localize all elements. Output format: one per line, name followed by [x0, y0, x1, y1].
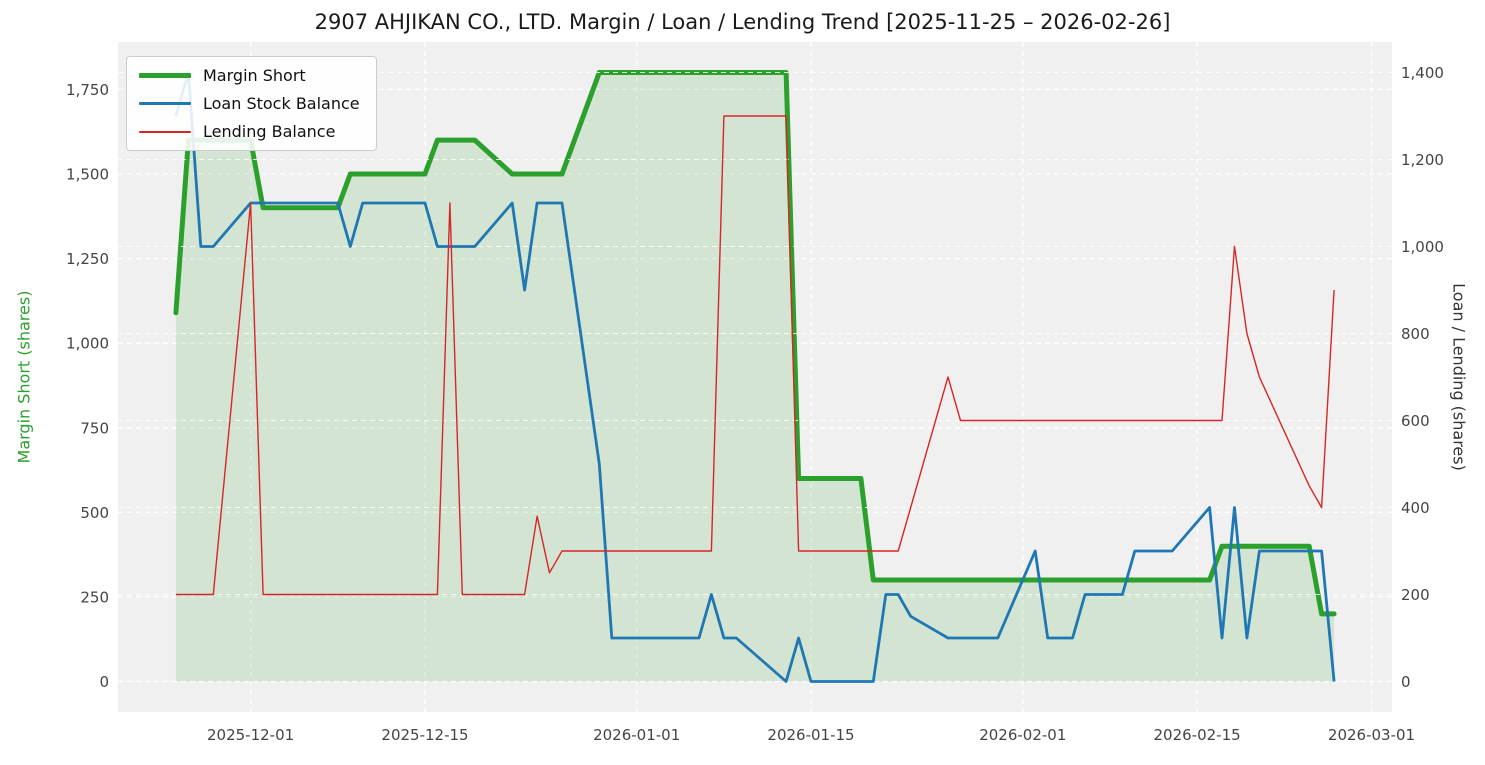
- plot-background: [118, 42, 1392, 712]
- svg-text:1,000: 1,000: [66, 335, 109, 353]
- svg-text:750: 750: [80, 419, 109, 437]
- svg-text:2026-01-01: 2026-01-01: [593, 726, 680, 744]
- margin-short-line-sample: [139, 73, 191, 78]
- margin-short-fill: [175, 72, 1335, 682]
- svg-text:1,750: 1,750: [66, 81, 109, 99]
- legend-item-lending-balance: Lending Balance: [139, 122, 360, 141]
- legend-item-loan-stock-balance: Loan Stock Balance: [139, 94, 360, 113]
- svg-text:2026-02-01: 2026-02-01: [979, 726, 1066, 744]
- svg-text:0: 0: [99, 673, 109, 691]
- svg-text:0: 0: [1401, 673, 1411, 691]
- x-tick-labels: 2025-12-01 2025-12-15 2026-01-01 2026-01-15…: [207, 726, 1415, 744]
- loan-stock-line-sample: [139, 102, 191, 105]
- svg-text:1,000: 1,000: [1401, 238, 1444, 256]
- svg-text:500: 500: [80, 504, 109, 522]
- chart-title: 2907 AHJIKAN CO., LTD. Margin / Loan / L…: [314, 10, 1171, 34]
- legend-label-margin-short: Margin Short: [203, 66, 306, 85]
- legend-label-loan-stock-balance: Loan Stock Balance: [203, 94, 360, 113]
- legend-item-margin-short: Margin Short: [139, 66, 360, 85]
- y-tick-labels-left: 0 250 500 750 1,000 1,250 1,500 1,750: [66, 81, 109, 691]
- svg-text:1,250: 1,250: [66, 250, 109, 268]
- svg-text:2026-02-15: 2026-02-15: [1154, 726, 1241, 744]
- svg-text:400: 400: [1401, 499, 1430, 517]
- svg-text:1,200: 1,200: [1401, 151, 1444, 169]
- svg-text:600: 600: [1401, 412, 1430, 430]
- svg-text:800: 800: [1401, 325, 1430, 343]
- legend: Margin Short Loan Stock Balance Lending …: [126, 56, 377, 151]
- left-axis-title: Margin Short (shares): [14, 290, 34, 464]
- svg-text:250: 250: [80, 588, 109, 606]
- svg-text:1,500: 1,500: [66, 166, 109, 184]
- svg-text:2025-12-01: 2025-12-01: [207, 726, 294, 744]
- lending-line: [175, 115, 1335, 596]
- svg-text:1,400: 1,400: [1401, 64, 1444, 82]
- legend-label-lending-balance: Lending Balance: [203, 122, 336, 141]
- svg-text:2026-03-01: 2026-03-01: [1328, 726, 1415, 744]
- y-tick-labels-right: 0 200 400 600 800 1,000 1,200 1,400: [1401, 64, 1444, 691]
- lending-line-sample: [139, 130, 191, 133]
- svg-text:200: 200: [1401, 586, 1430, 604]
- svg-text:2025-12-15: 2025-12-15: [381, 726, 468, 744]
- loan-stock-line: [174, 71, 1336, 683]
- right-axis-title: Loan / Lending (shares): [1449, 283, 1469, 471]
- svg-text:2026-01-15: 2026-01-15: [767, 726, 854, 744]
